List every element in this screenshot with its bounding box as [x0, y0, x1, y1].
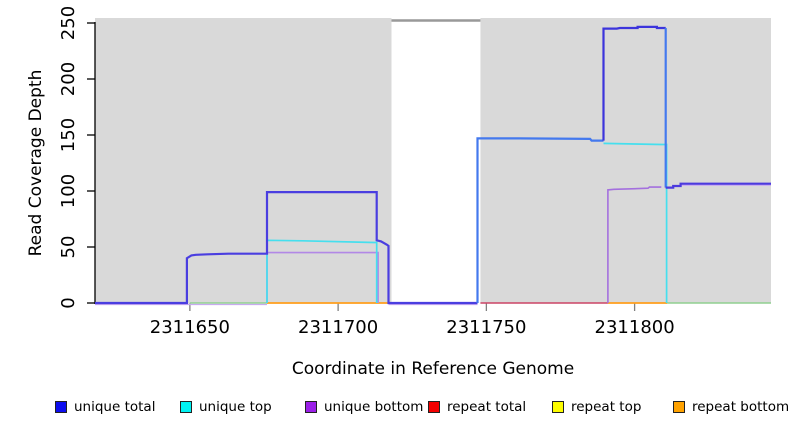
x-axis-title: Coordinate in Reference Genome	[291, 359, 575, 379]
series-line-unique-bottom	[607, 186, 662, 303]
x-tick-label: 2311800	[595, 317, 675, 338]
legend-swatch-unique-total	[55, 401, 67, 413]
y-tick-label: 50	[58, 236, 79, 259]
y-tick-label: 100	[58, 174, 79, 208]
legend-label: unique total	[74, 399, 156, 415]
legend-item-repeat-bottom: repeat bottom	[673, 399, 790, 415]
y-tick-label: 200	[58, 62, 79, 96]
legend-label: repeat bottom	[692, 399, 790, 415]
legend-label: unique bottom	[324, 399, 424, 415]
legend-swatch-repeat-total	[428, 401, 440, 413]
legend-item-repeat-top: repeat top	[552, 399, 642, 415]
series-line-unique-total	[95, 191, 478, 305]
series-line-unique-total	[602, 25, 666, 141]
legend-label: repeat top	[571, 399, 642, 415]
series-line-unique-total	[665, 182, 771, 189]
x-tick-label: 2311650	[150, 317, 230, 338]
shaded-region	[95, 18, 392, 304]
shaded-region	[480, 18, 771, 304]
legend-item-unique-total: unique total	[55, 399, 156, 415]
legend-swatch-repeat-bottom	[673, 401, 685, 413]
series-line-unique-total	[476, 137, 604, 303]
x-tick-label: 2311750	[446, 317, 526, 338]
legend-swatch-repeat-top	[552, 401, 564, 413]
legend-item-unique-bottom: unique bottom	[305, 399, 424, 415]
x-tick-label: 2311700	[298, 317, 378, 338]
series-line-unique-top	[603, 142, 668, 303]
legend-item-repeat-total: repeat total	[428, 399, 527, 415]
legend-swatch-unique-bottom	[305, 401, 317, 413]
legend-label: unique top	[199, 399, 272, 415]
legend-item-unique-top: unique top	[180, 399, 272, 415]
y-tick-label: 250	[58, 6, 79, 40]
y-axis-title: Read Coverage Depth	[26, 69, 46, 257]
y-tick-label: 150	[58, 118, 79, 152]
y-tick-label: 0	[58, 297, 79, 308]
legend-swatch-unique-top	[180, 401, 192, 413]
legend-label: repeat total	[447, 399, 527, 415]
